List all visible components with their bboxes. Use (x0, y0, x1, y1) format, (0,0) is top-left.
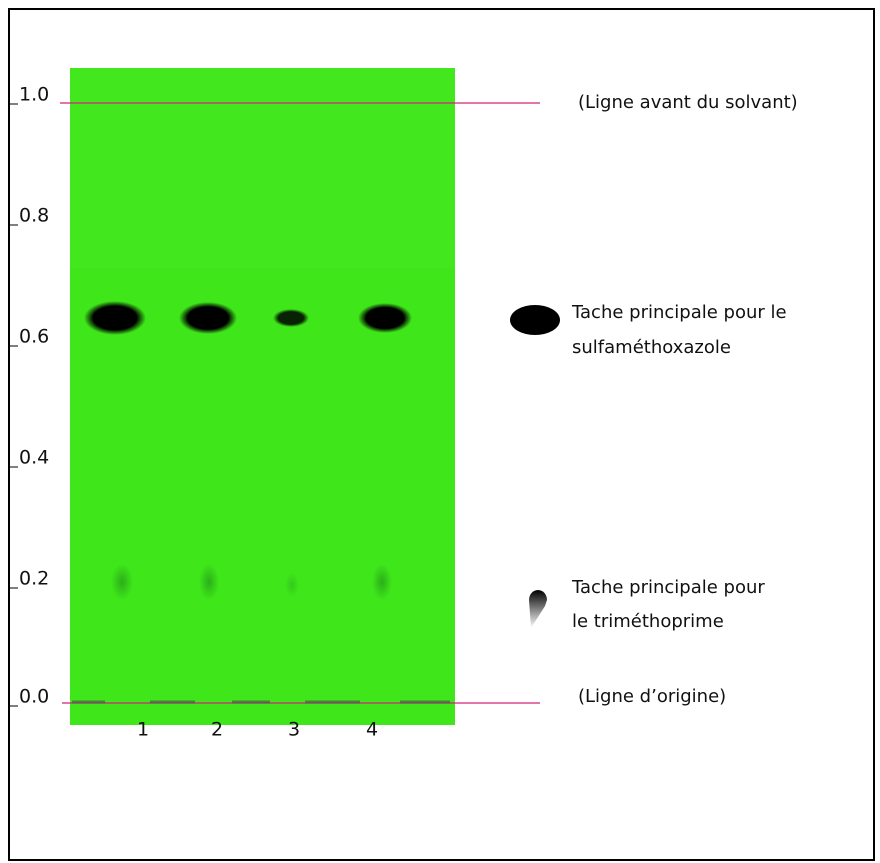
origin-label: (Ligne d’origine) (578, 686, 726, 707)
sulfamethoxazole-label: sulfaméthoxazole (572, 337, 731, 358)
lane-label: 1 (137, 719, 149, 741)
plate-shade (70, 68, 455, 268)
scale-label: 0.0 (19, 686, 49, 708)
scale-label: 0.4 (19, 447, 49, 469)
faint-spot (199, 564, 219, 600)
trimethoprim-label: le triméthoprime (572, 611, 724, 632)
spot (179, 302, 237, 334)
lane-label: 4 (366, 719, 378, 741)
tlc-diagram: 1.0 0.8 0.6 0.4 0.2 0.0 1 2 3 4 (Ligne a… (0, 0, 880, 863)
spot (273, 309, 309, 327)
solvent-front-label: (Ligne avant du solvant) (578, 92, 798, 113)
scale-label: 1.0 (19, 84, 49, 106)
faint-spot (372, 564, 392, 600)
lane-label: 2 (211, 719, 223, 741)
scale: 1.0 0.8 0.6 0.4 0.2 0.0 (10, 84, 49, 708)
trimethoprim-label: Tache principale pour (571, 577, 765, 598)
spot (358, 303, 412, 333)
spot (84, 301, 146, 335)
trimethoprim-icon (529, 590, 547, 628)
faint-spot (285, 573, 299, 597)
sulfamethoxazole-label: Tache principale pour le (571, 302, 787, 323)
lane-label: 3 (288, 719, 300, 741)
scale-label: 0.6 (19, 326, 49, 348)
faint-spot (111, 564, 133, 600)
scale-label: 0.2 (19, 568, 49, 590)
scale-label: 0.8 (19, 205, 49, 227)
sulfamethoxazole-icon (510, 305, 560, 335)
